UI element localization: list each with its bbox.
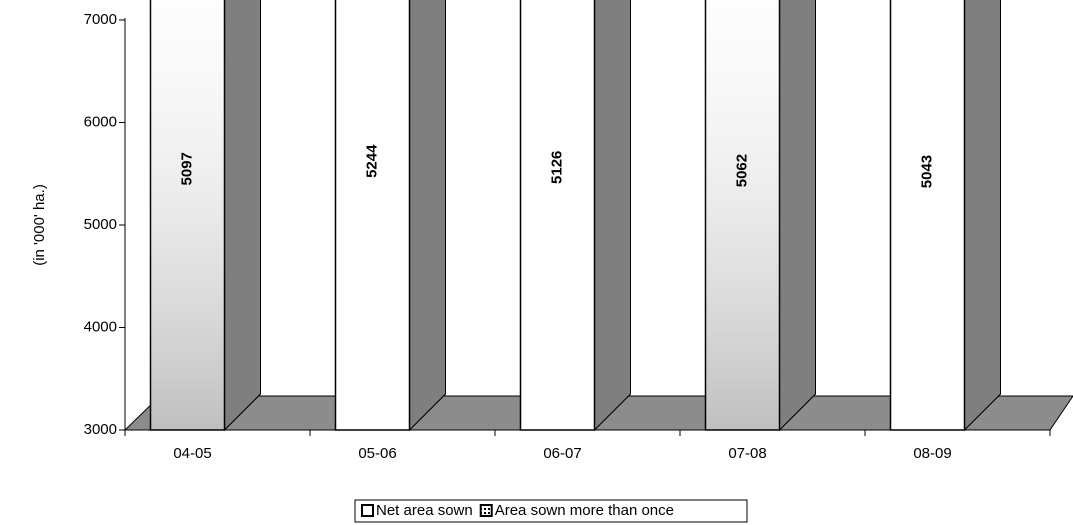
bar-shade bbox=[705, 0, 780, 430]
bar bbox=[889, 0, 966, 431]
bar-side-shade bbox=[964, 0, 1001, 432]
legend bbox=[354, 499, 748, 523]
x-tick-label: 04-05 bbox=[173, 445, 211, 462]
value-label: 5043 bbox=[918, 155, 935, 188]
y-tick-label: 3000 bbox=[84, 421, 117, 438]
bar-side-shade bbox=[779, 0, 816, 432]
y-tick-label: 4000 bbox=[84, 318, 117, 335]
bar bbox=[334, 0, 411, 431]
x-tick-label: 08-09 bbox=[913, 445, 951, 462]
x-tick-label: 06-07 bbox=[543, 445, 581, 462]
y-tick-label: 5000 bbox=[84, 216, 117, 233]
y-axis-label: (in '000' ha.) bbox=[31, 184, 48, 266]
legend-swatch bbox=[479, 504, 493, 517]
value-label: 5244 bbox=[363, 144, 380, 178]
legend-label: Net area sown bbox=[376, 502, 473, 519]
y-tick-label: 6000 bbox=[84, 113, 117, 130]
value-label: 5126 bbox=[548, 151, 565, 184]
value-label: 5097 bbox=[178, 152, 195, 185]
y-tick-label: 7000 bbox=[84, 11, 117, 28]
x-tick-label: 07-08 bbox=[728, 445, 766, 462]
value-label: 5062 bbox=[733, 154, 750, 187]
bar-side-shade bbox=[594, 0, 631, 432]
bar-side-shade bbox=[224, 0, 261, 432]
legend-swatch bbox=[361, 504, 374, 517]
bar bbox=[519, 0, 596, 431]
legend-label: Area sown more than once bbox=[495, 502, 674, 519]
bar-side-shade bbox=[409, 0, 446, 432]
bar-shade bbox=[150, 0, 225, 431]
x-tick-label: 05-06 bbox=[358, 445, 396, 462]
